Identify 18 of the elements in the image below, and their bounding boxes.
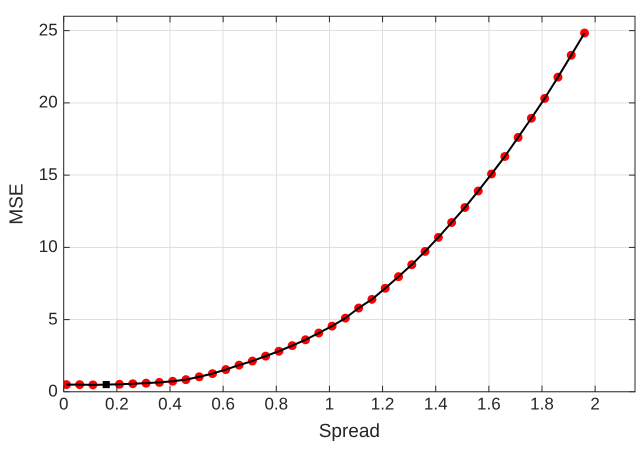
y-tick-label: 25 [38,20,58,40]
y-tick-label: 10 [38,237,58,256]
x-tick-label: 1.6 [477,394,501,414]
x-tick-label: 1.8 [530,394,554,414]
x-tick-label: 1.4 [424,394,448,414]
x-axis-title: Spread [318,420,380,442]
x-tick-label: 0.4 [158,394,182,414]
y-axis-title: MSE [6,183,28,225]
x-tick-label: 0.2 [105,394,129,414]
x-tick-label: 0.8 [264,394,288,414]
x-tick-label: 1 [324,394,334,414]
x-tick-label: 2 [590,394,600,414]
y-tick-label: 0 [48,381,58,400]
y-tick-label: 20 [38,92,58,112]
x-tick-label: 0.6 [211,394,235,414]
x-tick-label: 1.2 [370,394,394,414]
y-tick-label: 15 [38,164,58,184]
y-tick-label: 5 [48,309,58,328]
